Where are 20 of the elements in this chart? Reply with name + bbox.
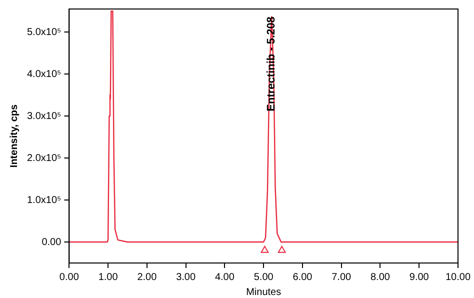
x-tick-label: 4.00 xyxy=(214,272,235,283)
y-tick-label: 2.0x10⁵ xyxy=(27,152,62,164)
x-tick-label: 9.00 xyxy=(409,272,430,283)
x-tick-label: 7.00 xyxy=(332,272,352,283)
x-axis-title: Minutes xyxy=(246,286,282,298)
x-tick-label: 5.00 xyxy=(254,272,274,283)
y-axis-title: Intensity, cps xyxy=(8,104,20,168)
y-tick-label: 3.0x10⁵ xyxy=(27,110,62,122)
x-tick-label: 3.00 xyxy=(176,272,196,283)
y-tick-label: 1.0x10⁵ xyxy=(27,194,62,206)
x-tick-label: 2.00 xyxy=(137,272,158,283)
y-tick-label: 0.00 xyxy=(42,236,62,248)
y-tick-label: 4.0x10⁵ xyxy=(27,68,62,80)
x-tick-label: 8.00 xyxy=(370,272,390,283)
x-tick-label: 0.00 xyxy=(59,272,80,283)
x-tick-label: 10.00 xyxy=(445,272,471,283)
y-tick-label: 5.0x10⁵ xyxy=(27,26,62,38)
x-tick-label: 6.00 xyxy=(292,272,313,283)
annotation: Entrectinib - 5.208 xyxy=(266,16,278,112)
x-tick-label: 1.00 xyxy=(98,272,118,283)
